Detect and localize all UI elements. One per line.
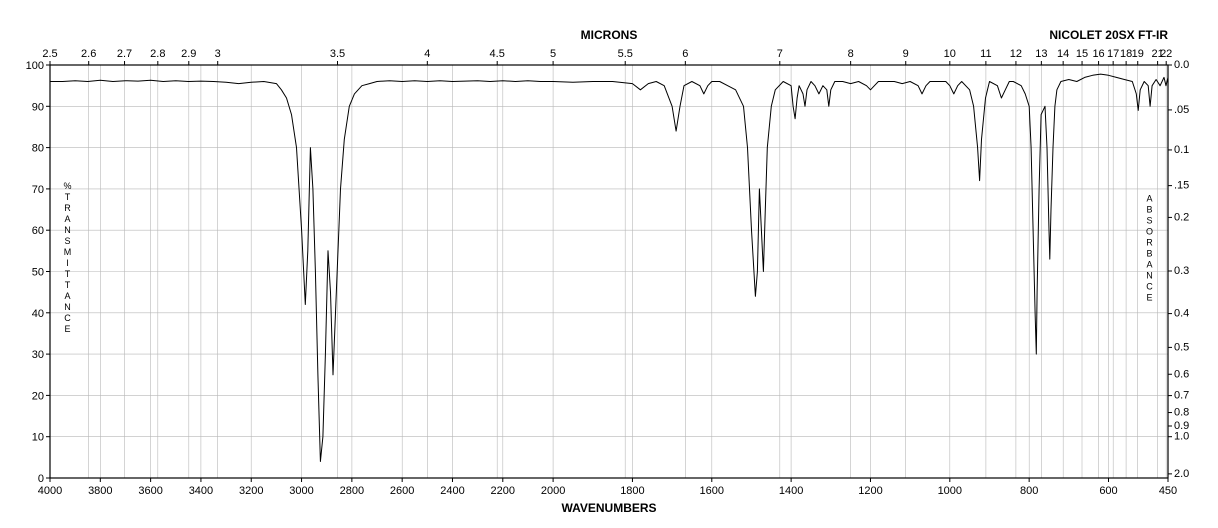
svg-text:800: 800 <box>1020 485 1038 497</box>
svg-text:9: 9 <box>903 48 909 60</box>
svg-text:7: 7 <box>777 48 783 60</box>
svg-text:1200: 1200 <box>858 485 882 497</box>
svg-text:13: 13 <box>1035 48 1047 60</box>
svg-text:2.0: 2.0 <box>1174 468 1189 480</box>
svg-text:B: B <box>1146 248 1153 258</box>
svg-text:0.4: 0.4 <box>1174 308 1189 320</box>
svg-text:E: E <box>1146 292 1153 302</box>
svg-text:A: A <box>64 291 71 301</box>
svg-text:N: N <box>64 225 72 235</box>
svg-text:450: 450 <box>1159 485 1177 497</box>
svg-text:2.9: 2.9 <box>181 48 196 60</box>
svg-text:E: E <box>64 324 71 334</box>
svg-text:80: 80 <box>32 143 44 155</box>
svg-text:12: 12 <box>1010 48 1022 60</box>
svg-text:16: 16 <box>1092 48 1104 60</box>
svg-text:15: 15 <box>1076 48 1088 60</box>
svg-text:T: T <box>65 192 72 202</box>
svg-text:A: A <box>1146 193 1153 203</box>
svg-text:30: 30 <box>32 349 44 361</box>
svg-text:100: 100 <box>26 60 44 72</box>
svg-text:17: 17 <box>1107 48 1119 60</box>
svg-text:T: T <box>65 280 72 290</box>
svg-text:3400: 3400 <box>189 485 213 497</box>
svg-text:S: S <box>1146 215 1153 225</box>
svg-text:14: 14 <box>1057 48 1069 60</box>
svg-text:1.0: 1.0 <box>1174 431 1189 443</box>
svg-text:3000: 3000 <box>289 485 313 497</box>
svg-text:S: S <box>64 236 71 246</box>
svg-text:3.5: 3.5 <box>330 48 345 60</box>
svg-text:6: 6 <box>682 48 688 60</box>
svg-text:0.6: 0.6 <box>1174 368 1189 380</box>
svg-text:0.2: 0.2 <box>1174 211 1189 223</box>
svg-text:20: 20 <box>32 390 44 402</box>
svg-text:60: 60 <box>32 225 44 237</box>
ir-spectrum-chart: 0 10 20 30 40 50 60 70 80 90 100 0.0 .05 0.1 .15 0.2 0.3… <box>0 0 1218 528</box>
svg-text:C: C <box>1146 281 1154 291</box>
svg-text:600: 600 <box>1099 485 1117 497</box>
svg-text:2000: 2000 <box>541 485 565 497</box>
svg-text:T: T <box>65 269 72 279</box>
svg-text:3200: 3200 <box>239 485 263 497</box>
svg-text:WAVENUMBERS: WAVENUMBERS <box>561 501 656 515</box>
svg-text:2.6: 2.6 <box>81 48 96 60</box>
svg-text:R: R <box>64 203 72 213</box>
svg-text:0.7: 0.7 <box>1174 390 1189 402</box>
chart-svg: 0 10 20 30 40 50 60 70 80 90 100 0.0 .05 0.1 .15 0.2 0.3… <box>0 0 1218 528</box>
svg-text:10: 10 <box>944 48 956 60</box>
svg-text:A: A <box>1146 259 1153 269</box>
svg-text:NICOLET 20SX FT-IR: NICOLET 20SX FT-IR <box>1049 28 1168 42</box>
svg-text:0.1: 0.1 <box>1174 144 1189 156</box>
svg-text:4.5: 4.5 <box>490 48 505 60</box>
svg-text:MICRONS: MICRONS <box>581 28 638 42</box>
svg-text:0.0: 0.0 <box>1174 59 1189 71</box>
svg-text:.15: .15 <box>1174 180 1189 192</box>
svg-text:%: % <box>63 181 72 191</box>
svg-text:2400: 2400 <box>440 485 464 497</box>
svg-text:I: I <box>66 258 70 268</box>
svg-text:0.5: 0.5 <box>1174 341 1189 353</box>
svg-text:0: 0 <box>38 473 44 485</box>
svg-text:3600: 3600 <box>138 485 162 497</box>
svg-text:1000: 1000 <box>938 485 962 497</box>
svg-text:2200: 2200 <box>491 485 515 497</box>
svg-text:10: 10 <box>32 432 44 444</box>
svg-text:22: 22 <box>1160 48 1172 60</box>
svg-text:C: C <box>64 313 72 323</box>
svg-text:19: 19 <box>1132 48 1144 60</box>
svg-text:1800: 1800 <box>620 485 644 497</box>
svg-text:1400: 1400 <box>779 485 803 497</box>
svg-text:18: 18 <box>1120 48 1132 60</box>
svg-text:R: R <box>1146 237 1154 247</box>
svg-text:40: 40 <box>32 308 44 320</box>
svg-text:O: O <box>1146 226 1154 236</box>
svg-text:8: 8 <box>848 48 854 60</box>
svg-text:4000: 4000 <box>38 485 62 497</box>
svg-text:4: 4 <box>424 48 430 60</box>
svg-text:3800: 3800 <box>88 485 112 497</box>
svg-text:2.7: 2.7 <box>117 48 132 60</box>
svg-text:0.3: 0.3 <box>1174 265 1189 277</box>
svg-text:1600: 1600 <box>700 485 724 497</box>
svg-text:0.8: 0.8 <box>1174 407 1189 419</box>
svg-text:.05: .05 <box>1174 104 1189 116</box>
svg-text:2600: 2600 <box>390 485 414 497</box>
svg-text:5.5: 5.5 <box>618 48 633 60</box>
svg-text:2.5: 2.5 <box>42 48 57 60</box>
svg-text:70: 70 <box>32 184 44 196</box>
svg-text:B: B <box>1146 204 1153 214</box>
svg-text:2800: 2800 <box>340 485 364 497</box>
svg-text:N: N <box>64 302 72 312</box>
svg-text:A: A <box>64 214 71 224</box>
svg-text:11: 11 <box>980 48 991 60</box>
svg-text:50: 50 <box>32 267 44 279</box>
svg-text:90: 90 <box>32 101 44 113</box>
svg-text:5: 5 <box>550 48 556 60</box>
svg-text:2.8: 2.8 <box>150 48 165 60</box>
svg-text:N: N <box>1146 270 1154 280</box>
svg-text:M: M <box>64 247 73 257</box>
svg-text:3: 3 <box>215 48 221 60</box>
